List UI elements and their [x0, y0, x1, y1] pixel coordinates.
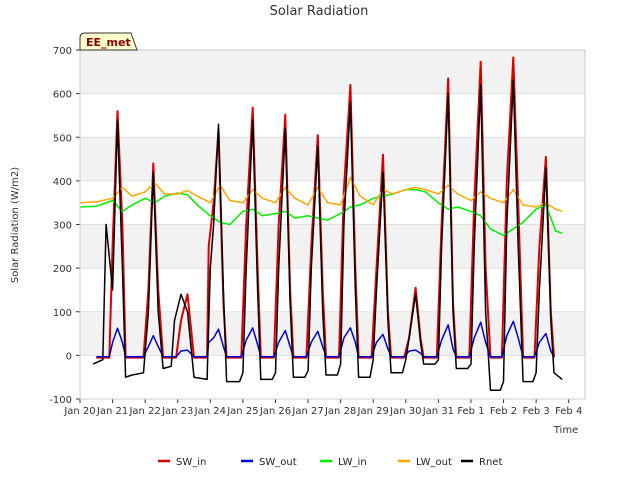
- series-line-rnet: [92, 79, 563, 392]
- x-tick-label: Jan 21: [96, 406, 128, 417]
- y-tick-label: 100: [53, 308, 72, 319]
- legend-item-sw_in: SW_in: [158, 457, 206, 468]
- y-tick-label: 500: [53, 133, 72, 144]
- legend-item-sw_out: SW_out: [241, 457, 297, 468]
- station-badge-label: EE_met: [86, 36, 131, 49]
- legend-label: LW_in: [338, 457, 367, 468]
- chart-title: Solar Radiation: [270, 4, 369, 19]
- x-tick-label: Jan 25: [226, 406, 258, 417]
- x-tick-label: Jan 23: [161, 406, 193, 417]
- y-tick-label: -100: [49, 395, 72, 406]
- plot-frame: [79, 49, 586, 400]
- x-tick-label: Feb 2: [490, 406, 517, 417]
- x-tick-label: Jan 24: [194, 406, 226, 417]
- legend-item-rnet: Rnet: [461, 457, 502, 468]
- y-axis-ticks: -100 0 100 200 300 400 500 600 700: [49, 46, 80, 406]
- x-tick-label: Jan 27: [291, 406, 323, 417]
- grid-band: [80, 311, 585, 356]
- x-tick-label: Jan 31: [422, 406, 454, 417]
- x-axis-ticks: Jan 20 Jan 21 Jan 22 Jan 23 Jan 24 Jan 25 Jan …: [63, 399, 582, 417]
- y-tick-label: 400: [53, 177, 72, 188]
- legend-label: Rnet: [479, 457, 502, 468]
- x-tick-label: Jan 22: [128, 406, 160, 417]
- series-line-lw_out: [79, 176, 563, 213]
- y-tick-label: 200: [53, 264, 72, 275]
- legend-item-lw_in: LW_in: [320, 457, 367, 468]
- legend-label: LW_out: [416, 457, 452, 468]
- y-tick-label: 300: [53, 221, 72, 232]
- x-axis-label: Time: [553, 425, 578, 436]
- grid-band: [80, 224, 585, 269]
- grid-band: [80, 50, 585, 94]
- legend-label: SW_out: [259, 457, 297, 468]
- legend-item-lw_out: LW_out: [398, 457, 452, 468]
- x-tick-label: Jan 20: [63, 406, 95, 417]
- y-tick-label: 700: [53, 46, 72, 57]
- grid-band: [80, 268, 585, 312]
- grid-band: [80, 93, 585, 138]
- series-layer: [79, 56, 563, 392]
- x-tick-label: Jan 29: [357, 406, 389, 417]
- y-tick-label: 0: [66, 351, 72, 362]
- series-line-lw_in: [79, 188, 563, 237]
- y-axis-label: Solar Radiation (W/m2): [10, 167, 21, 283]
- x-tick-label: Jan 30: [389, 406, 421, 417]
- legend: SW_in SW_out LW_in LW_out Rnet: [158, 457, 502, 468]
- grid-band: [80, 355, 585, 399]
- x-tick-label: Jan 28: [324, 406, 356, 417]
- x-tick-label: Feb 3: [523, 406, 550, 417]
- x-tick-label: Feb 4: [555, 406, 582, 417]
- y-tick-label: 600: [53, 90, 72, 101]
- station-badge: EE_met: [79, 32, 138, 51]
- grid-band: [80, 137, 585, 181]
- x-tick-label: Feb 1: [457, 406, 484, 417]
- legend-label: SW_in: [176, 457, 206, 468]
- x-tick-label: Jan 26: [259, 406, 291, 417]
